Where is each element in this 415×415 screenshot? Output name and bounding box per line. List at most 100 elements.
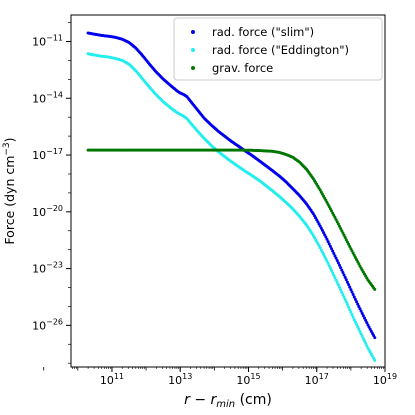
- data-point: [373, 358, 377, 362]
- data-point: [337, 285, 341, 289]
- data-point: [334, 218, 338, 222]
- data-point: [332, 251, 336, 255]
- y-tick-label: 10−11: [32, 33, 63, 48]
- x-tick-label: 1011: [100, 372, 124, 387]
- legend-label: grav. force: [212, 61, 273, 75]
- data-point: [361, 337, 365, 341]
- data-point: [326, 261, 330, 265]
- data-point: [332, 213, 336, 217]
- x-axis-label: r − rmin (cm): [184, 392, 272, 410]
- data-point: [320, 250, 324, 254]
- data-point: [343, 275, 347, 279]
- legend-box: [173, 17, 383, 81]
- data-point: [331, 271, 335, 275]
- data-point: [335, 281, 339, 284]
- data-point: [334, 278, 338, 282]
- data-point: [339, 266, 343, 270]
- data-point: [358, 330, 362, 334]
- data-point: [356, 325, 360, 329]
- x-tick-label: 1015: [236, 372, 260, 387]
- data-point: [327, 264, 331, 268]
- data-point: [328, 244, 332, 248]
- x-tick-label: 1017: [305, 372, 329, 387]
- data-point: [347, 242, 351, 246]
- data-point: [350, 290, 354, 294]
- data-point: [331, 249, 335, 253]
- y-axis-label: Force (dyn cm−3): [2, 137, 17, 244]
- data-point: [340, 290, 344, 294]
- data-point: [359, 309, 363, 313]
- data-point: [363, 339, 367, 343]
- data-point: [360, 311, 364, 315]
- data-point: [336, 261, 340, 265]
- data-point: [337, 224, 341, 228]
- legend-marker: [191, 48, 195, 52]
- data-point: [333, 215, 337, 219]
- data-point: [355, 300, 359, 304]
- plot-frame: [70, 14, 386, 368]
- data-point: [356, 302, 360, 306]
- data-point: [348, 245, 352, 249]
- data-point: [342, 273, 346, 277]
- data-point: [336, 283, 340, 287]
- data-point: [357, 304, 361, 308]
- series-0: [86, 31, 377, 340]
- data-point: [327, 242, 331, 246]
- data-point: [335, 259, 339, 263]
- data-point: [359, 332, 363, 336]
- legend-marker: [191, 30, 195, 34]
- legend-label: rad. force ("Eddington"): [212, 43, 349, 57]
- legend-marker: [191, 66, 195, 70]
- data-point: [358, 307, 362, 311]
- data-point: [344, 238, 348, 242]
- data-point: [325, 237, 329, 241]
- chart-marks: [86, 31, 377, 362]
- data-point: [360, 334, 364, 338]
- data-point: [333, 276, 337, 280]
- data-point: [348, 285, 352, 289]
- data-point: [326, 240, 330, 244]
- data-point: [364, 341, 368, 345]
- data-point: [357, 327, 361, 331]
- data-point: [352, 318, 356, 322]
- data-point: [353, 320, 357, 324]
- data-point: [334, 256, 338, 260]
- data-point: [349, 310, 353, 314]
- x-tick-label: 1013: [168, 372, 192, 387]
- data-point: [323, 233, 327, 237]
- data-point: [318, 246, 322, 250]
- data-point: [341, 231, 345, 235]
- data-point: [344, 300, 348, 304]
- data-point: [330, 247, 334, 251]
- data-point: [352, 295, 356, 299]
- data-point: [350, 249, 354, 253]
- y-tick-label: 10−14: [32, 90, 63, 105]
- data-point: [345, 303, 349, 307]
- data-point: [342, 295, 346, 299]
- data-point: [339, 288, 343, 292]
- data-point: [345, 280, 349, 284]
- legend-label: rad. force ("slim"): [212, 25, 314, 39]
- data-point: [353, 297, 357, 301]
- x-tick-label: 1019: [373, 372, 397, 387]
- data-point: [350, 313, 354, 317]
- data-point: [325, 259, 329, 263]
- y-tick-label: 10−20: [32, 204, 63, 219]
- series-1: [86, 52, 377, 362]
- data-point: [319, 226, 323, 230]
- data-point: [349, 247, 353, 251]
- data-point: [337, 263, 341, 267]
- data-point: [351, 315, 355, 319]
- data-point: [361, 314, 365, 318]
- axis-ticks: 1011 1013 1015 1017 1019 10−11 10−14 10−17 10−20…: [32, 22, 397, 387]
- data-point: [330, 268, 334, 272]
- data-point: [347, 305, 351, 309]
- data-point: [340, 229, 344, 233]
- legend: rad. force ("slim") rad. force ("Eddingto…: [173, 17, 383, 81]
- data-point: [335, 220, 339, 224]
- data-point: [332, 273, 336, 277]
- data-point: [343, 298, 347, 302]
- data-point: [319, 248, 323, 252]
- data-point: [320, 228, 324, 232]
